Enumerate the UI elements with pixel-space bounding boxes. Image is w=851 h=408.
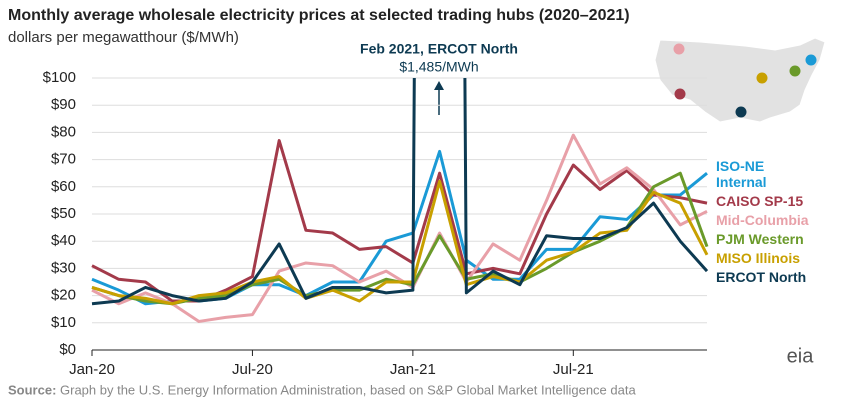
y-tick-label: $50: [51, 205, 76, 222]
x-tick-label: Jan-20: [69, 361, 115, 378]
source-label: Source:: [8, 382, 56, 397]
plot-area: [91, 78, 709, 323]
legend-entry: PJM Western: [716, 231, 804, 247]
y-tick-label: $70: [51, 151, 76, 168]
annotation-title: Feb 2021, ERCOT North: [360, 41, 518, 57]
series-line: [91, 179, 709, 306]
legend-entry: CAISO SP-15: [716, 193, 804, 209]
y-tick-label: $80: [51, 123, 76, 140]
legend-entry: ISO-NE Internal: [716, 158, 767, 190]
legend-entry: MISO Illinois: [716, 250, 801, 266]
legend-entry: Mid-Columbia: [716, 212, 809, 228]
y-tick-label: $40: [51, 232, 76, 249]
y-tick-label: $90: [51, 96, 76, 113]
y-tick-label: $10: [51, 314, 76, 331]
x-tick-label: Jan-21: [390, 361, 436, 378]
y-tick-label: $20: [51, 287, 76, 304]
map-inset: [654, 37, 826, 123]
series-line: [91, 139, 708, 303]
y-tick-label: $100: [43, 69, 76, 86]
legend-entry: ERCOT North: [716, 269, 807, 285]
x-tick-label: Jul-20: [232, 361, 273, 378]
annotation-arrowhead: [434, 81, 444, 90]
y-tick-label: $30: [51, 259, 76, 276]
chart-title: Monthly average wholesale electricity pr…: [8, 7, 630, 24]
y-tick-label: $60: [51, 178, 76, 195]
source-text: Graph by the U.S. Energy Information Adm…: [60, 382, 636, 397]
x-tick-label: Jul-21: [553, 361, 594, 378]
series-line: [91, 78, 709, 306]
eia-logo: eia: [787, 345, 815, 367]
y-tick-label: $0: [59, 341, 76, 358]
chart-subtitle: dollars per megawatthour ($/MWh): [8, 29, 239, 46]
annotation-text: $1,485/MWh: [399, 59, 478, 75]
series-line: [91, 133, 708, 323]
